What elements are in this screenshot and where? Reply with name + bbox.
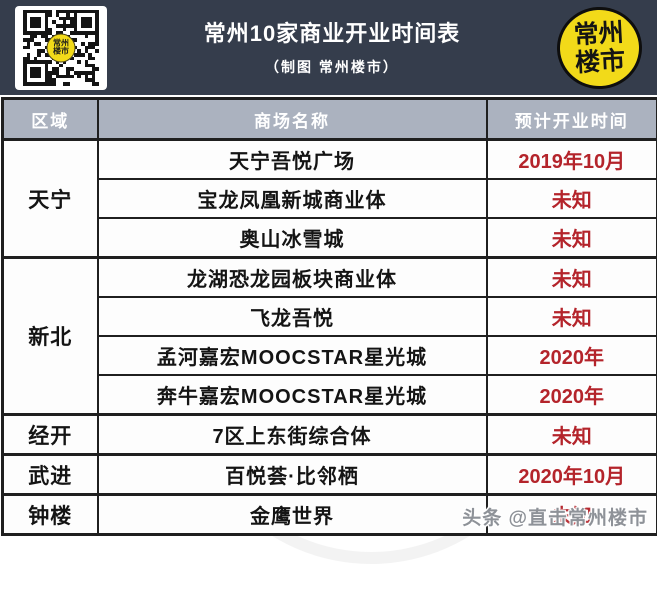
table-header-row: 区域 商场名称 预计开业时间 [3, 99, 657, 140]
table-row: 新北 龙湖恐龙园板块商业体 未知 [3, 258, 657, 298]
brand-logo: 常州 楼市 [555, 4, 644, 90]
opening-time-cell: 未知 [487, 218, 657, 258]
mall-name-cell: 奥山冰雪城 [98, 218, 487, 258]
opening-time-cell: 2020年10月 [487, 455, 657, 495]
opening-time-cell: 2020年 [487, 375, 657, 415]
region-cell: 天宁 [3, 140, 98, 258]
qr-badge-line2: 楼市 [53, 48, 69, 56]
mall-name-cell: 百悦荟·比邻栖 [98, 455, 487, 495]
mall-name-cell: 宝龙凤凰新城商业体 [98, 179, 487, 218]
mall-name-cell: 龙湖恐龙园板块商业体 [98, 258, 487, 298]
region-cell: 新北 [3, 258, 98, 415]
toutiao-watermark: 头条 @直击常州楼市 [462, 503, 648, 530]
qr-code: 常州 楼市 [15, 6, 107, 90]
opening-time-cell: 未知 [487, 258, 657, 298]
region-cell: 武进 [3, 455, 98, 495]
mall-name-cell: 奔牛嘉宏MOOCSTAR星光城 [98, 375, 487, 415]
table-row: 武进 百悦荟·比邻栖 2020年10月 [3, 455, 657, 495]
opening-time-cell: 未知 [487, 415, 657, 455]
brand-logo-line2: 楼市 [575, 46, 626, 77]
opening-schedule-table: 区域 商场名称 预计开业时间 天宁 天宁吾悦广场 2019年10月 宝龙凤凰新城… [1, 97, 657, 536]
qr-center-badge: 常州 楼市 [47, 33, 76, 62]
opening-time-cell: 2019年10月 [487, 140, 657, 180]
opening-time-cell: 未知 [487, 297, 657, 336]
opening-time-cell: 未知 [487, 179, 657, 218]
table-row: 飞龙吾悦 未知 [3, 297, 657, 336]
mall-name-cell: 天宁吾悦广场 [98, 140, 487, 180]
column-header-time: 预计开业时间 [487, 99, 657, 140]
column-header-mall: 商场名称 [98, 99, 487, 140]
table-row: 奥山冰雪城 未知 [3, 218, 657, 258]
brand-logo-line1: 常州 [573, 18, 624, 49]
page-title: 常州10家商业开业时间表 [107, 16, 557, 48]
table-row: 天宁 天宁吾悦广场 2019年10月 [3, 140, 657, 180]
column-header-region: 区域 [3, 99, 98, 140]
opening-time-cell: 2020年 [487, 336, 657, 375]
table-row: 奔牛嘉宏MOOCSTAR星光城 2020年 [3, 375, 657, 415]
table-row: 经开 7区上东街综合体 未知 [3, 415, 657, 455]
page-subtitle: （制图 常州楼市） [107, 57, 557, 77]
mall-name-cell: 孟河嘉宏MOOCSTAR星光城 [98, 336, 487, 375]
region-cell: 经开 [3, 415, 98, 455]
region-cell: 钟楼 [3, 495, 98, 535]
mall-name-cell: 飞龙吾悦 [98, 297, 487, 336]
mall-name-cell: 金鹰世界 [98, 495, 487, 535]
header-banner: 常州 楼市 常州10家商业开业时间表 （制图 常州楼市） 常州 楼市 [0, 0, 657, 95]
mall-name-cell: 7区上东街综合体 [98, 415, 487, 455]
opening-schedule-table-wrap: 区域 商场名称 预计开业时间 天宁 天宁吾悦广场 2019年10月 宝龙凤凰新城… [1, 97, 656, 536]
table-row: 宝龙凤凰新城商业体 未知 [3, 179, 657, 218]
banner-titles: 常州10家商业开业时间表 （制图 常州楼市） [107, 16, 557, 79]
table-row: 孟河嘉宏MOOCSTAR星光城 2020年 [3, 336, 657, 375]
